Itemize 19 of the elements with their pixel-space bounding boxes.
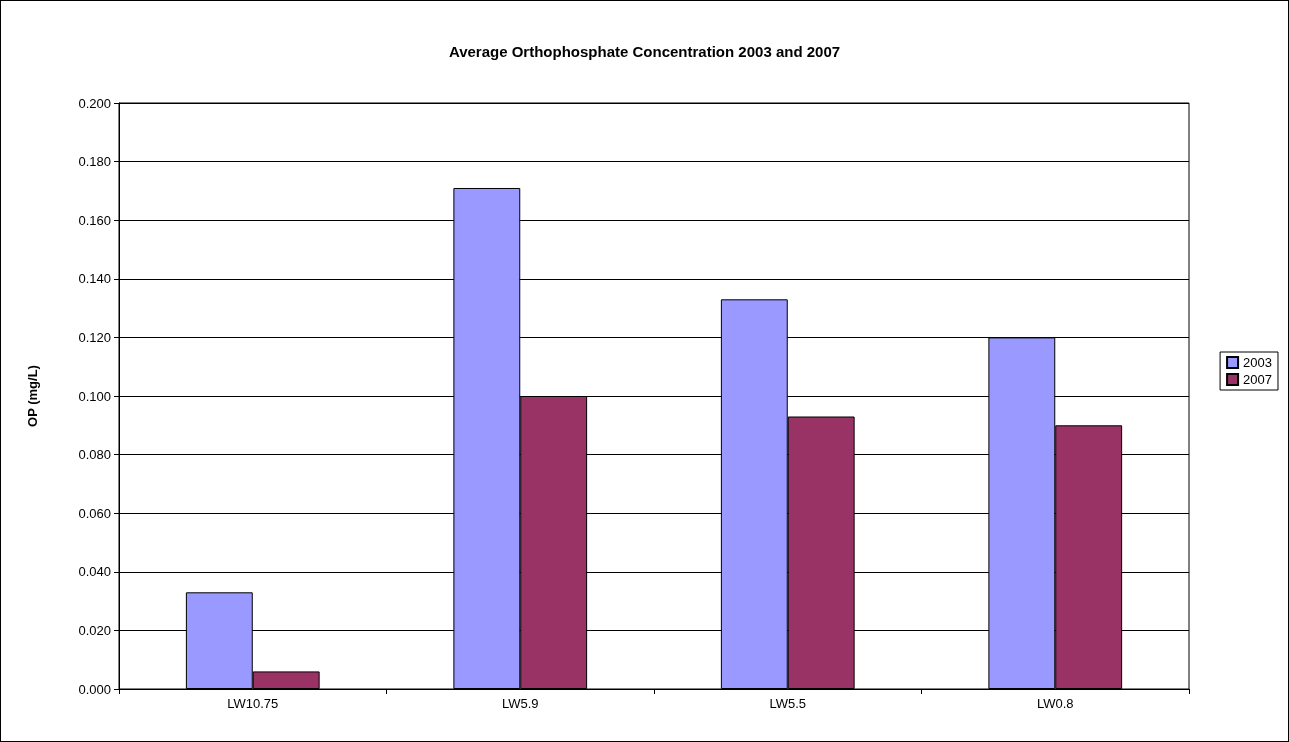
y-tick-label: 0.100	[78, 388, 111, 404]
y-tick-label: 0.140	[78, 271, 111, 287]
x-tick-label: LW10.75	[227, 696, 279, 711]
y-tick-label: 0.060	[78, 505, 111, 521]
y-tick-label: 0.160	[78, 212, 111, 228]
y-tick-label: 0.120	[78, 329, 111, 345]
y-tick-label: 0.000	[78, 681, 111, 697]
y-axis-title: OP (mg/L)	[25, 365, 40, 427]
y-tick-label: 0.200	[78, 95, 111, 111]
y-tick-label: 0.180	[78, 154, 111, 170]
chart-title: Average Orthophosphate Concentration 2003 and 2007	[448, 43, 841, 60]
legend-label: 2007	[1243, 372, 1272, 387]
y-tick-label: 0.080	[78, 447, 111, 463]
legend-label: 2003	[1243, 355, 1272, 370]
y-tick-label: 0.020	[78, 622, 111, 638]
x-tick-label: LW5.9	[501, 696, 539, 711]
y-tick-label: 0.040	[78, 564, 111, 580]
x-tick-label: LW5.5	[769, 696, 807, 711]
x-tick-label: LW0.8	[1036, 696, 1074, 711]
